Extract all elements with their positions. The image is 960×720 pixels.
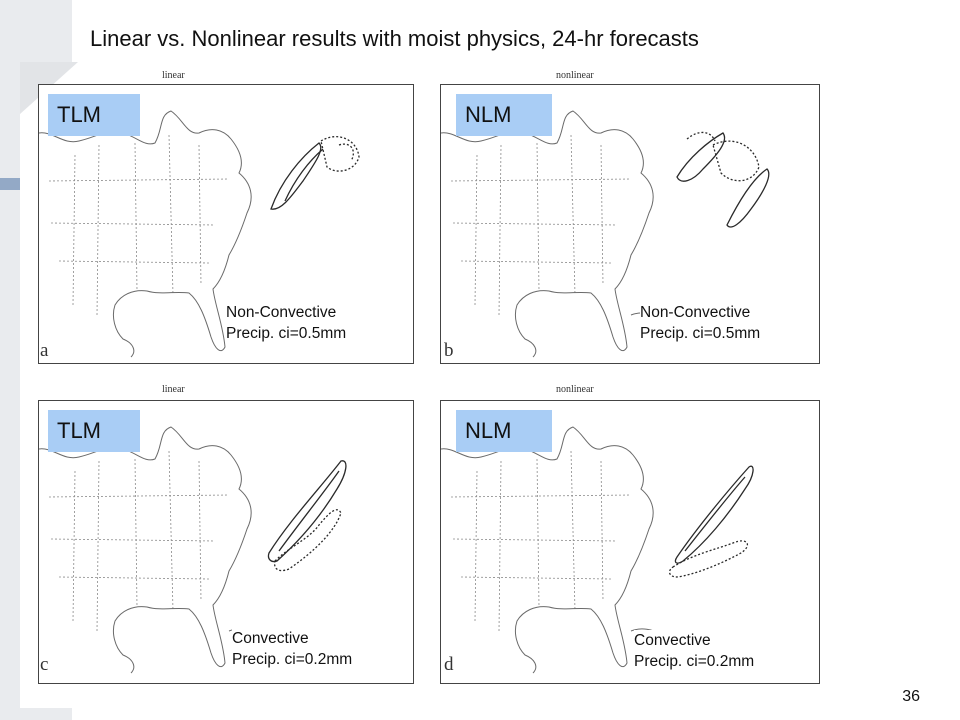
state-boundary-line xyxy=(536,142,540,292)
state-boundary-line xyxy=(474,154,478,306)
panel-letter: d xyxy=(444,654,454,675)
negative-precip-contour xyxy=(668,540,749,578)
positive-precip-contour xyxy=(278,470,340,552)
precip-caption: Convective Precip. ci=0.2mm xyxy=(634,630,755,672)
caption-line-interval: Precip. ci=0.2mm xyxy=(232,651,353,668)
state-boundary-line xyxy=(600,460,604,602)
caption-line-type: Convective xyxy=(634,632,711,649)
panel-letter: a xyxy=(40,340,49,361)
state-boundary-line xyxy=(452,538,618,542)
scanned-figure: linear TLM Non-Convective Precip. ci=0.5… xyxy=(20,62,846,708)
precip-caption: Non-Convective Precip. ci=0.5mm xyxy=(640,302,761,344)
negative-precip-contour xyxy=(273,509,342,572)
precip-caption: Non-Convective Precip. ci=0.5mm xyxy=(226,302,347,344)
state-boundary-line xyxy=(134,142,138,292)
model-badge: TLM xyxy=(48,94,140,136)
state-boundary-line xyxy=(168,134,174,296)
state-boundary-line xyxy=(198,144,202,286)
north-america-map xyxy=(441,426,754,674)
model-badge: NLM xyxy=(456,410,552,452)
panel-d: nonlinear NLM Convective Precip. ci=0.2m… xyxy=(440,382,830,688)
panel-heading: nonlinear xyxy=(556,384,594,395)
caption-line-interval: Precip. ci=0.5mm xyxy=(226,325,347,342)
state-boundary-line xyxy=(600,144,604,286)
state-boundary-line xyxy=(536,458,540,608)
panel-heading: linear xyxy=(162,384,185,395)
positive-precip-contour xyxy=(267,460,347,563)
slide-title: Linear vs. Nonlinear results with moist … xyxy=(90,26,699,51)
caption-line-type: Non-Convective xyxy=(226,304,337,321)
state-boundary-line xyxy=(498,460,502,632)
state-boundary-line xyxy=(460,260,612,264)
panel-heading: nonlinear xyxy=(556,70,594,81)
model-badge: NLM xyxy=(456,94,552,136)
panel-a: linear TLM Non-Convective Precip. ci=0.5… xyxy=(38,68,418,368)
coastline-path xyxy=(39,110,252,358)
caption-line-type: Convective xyxy=(232,630,309,647)
positive-precip-contour xyxy=(270,142,322,210)
negative-precip-contour xyxy=(320,136,360,172)
caption-line-type: Non-Convective xyxy=(640,304,751,321)
state-boundary-line xyxy=(96,144,100,316)
state-boundary-line xyxy=(570,134,576,296)
state-boundary-line xyxy=(168,450,174,612)
coastline-path xyxy=(39,426,252,674)
slide-side-accent xyxy=(0,178,22,190)
state-boundary-line xyxy=(48,178,230,182)
state-boundary-line xyxy=(198,460,202,602)
negative-precip-contour xyxy=(686,131,716,142)
precip-caption: Convective Precip. ci=0.2mm xyxy=(232,628,353,670)
negative-precip-contour xyxy=(712,140,760,182)
state-boundary-line xyxy=(498,144,502,316)
positive-precip-contour xyxy=(284,148,324,202)
model-badge: TLM xyxy=(48,410,140,452)
state-boundary-line xyxy=(72,470,76,622)
panel-letter: c xyxy=(40,654,49,675)
state-boundary-line xyxy=(134,458,138,608)
negative-precip-contour xyxy=(338,143,354,162)
positive-precip-contour xyxy=(684,476,746,552)
state-boundary-line xyxy=(48,494,230,498)
caption-line-interval: Precip. ci=0.5mm xyxy=(640,325,761,342)
state-boundary-line xyxy=(96,460,100,632)
panel-c: linear TLM Convective Precip. ci=0.2mm c xyxy=(38,382,418,688)
state-boundary-line xyxy=(50,538,216,542)
state-boundary-line xyxy=(58,576,210,580)
state-boundary-line xyxy=(474,470,478,622)
state-boundary-line xyxy=(460,576,612,580)
state-boundary-line xyxy=(72,154,76,306)
panel-letter: b xyxy=(444,340,454,361)
state-boundary-line xyxy=(450,494,632,498)
state-boundary-line xyxy=(50,222,216,226)
caption-line-interval: Precip. ci=0.2mm xyxy=(634,653,755,670)
state-boundary-line xyxy=(450,178,632,182)
coastline-path xyxy=(441,426,654,674)
state-boundary-line xyxy=(570,450,576,612)
coastline-path xyxy=(441,110,654,358)
positive-precip-contour xyxy=(726,168,770,228)
positive-precip-contour xyxy=(676,132,726,182)
north-america-map xyxy=(39,426,347,674)
panel-heading: linear xyxy=(162,70,185,81)
state-boundary-line xyxy=(58,260,210,264)
state-boundary-line xyxy=(452,222,618,226)
page-number: 36 xyxy=(902,688,920,705)
panel-b: nonlinear NLM Non-Convective Precip. ci=… xyxy=(440,68,830,368)
